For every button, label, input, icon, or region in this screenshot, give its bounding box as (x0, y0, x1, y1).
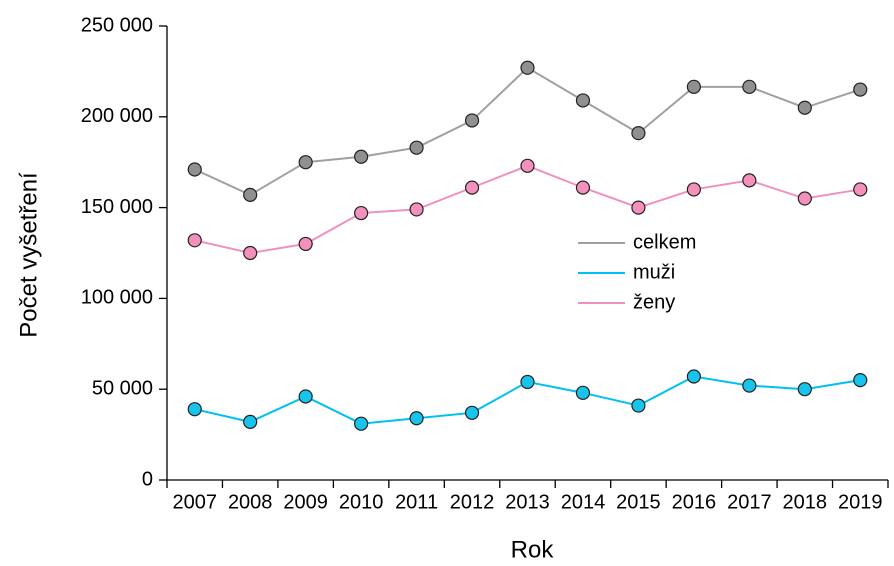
x-tick-label: 2011 (395, 491, 438, 513)
x-axis-title: Rok (511, 536, 555, 563)
data-point (742, 173, 757, 188)
data-point (742, 378, 757, 393)
data-point (520, 158, 535, 173)
data-point (575, 180, 591, 195)
data-point (520, 60, 535, 75)
data-point (409, 140, 424, 155)
x-tick-label: 2008 (228, 491, 273, 513)
data-point (853, 82, 868, 97)
data-point (464, 405, 480, 420)
y-tick-label: 0 (142, 468, 153, 490)
data-point (797, 100, 812, 115)
data-point (686, 182, 701, 197)
x-tick-label: 2009 (283, 491, 328, 513)
data-point (187, 402, 202, 417)
x-tick-label: 2018 (783, 491, 828, 513)
data-point (631, 200, 646, 215)
data-point (243, 414, 258, 429)
data-point (464, 180, 480, 195)
y-tick-label: 200 000 (81, 105, 153, 127)
data-point (742, 79, 757, 94)
data-point (464, 113, 480, 128)
data-point (631, 398, 646, 413)
data-point (853, 373, 868, 388)
legend-label: ženy (633, 291, 675, 313)
data-point (575, 93, 591, 108)
y-tick-label: 150 000 (81, 196, 153, 218)
x-tick-label: 2014 (561, 491, 606, 513)
data-point (243, 245, 258, 261)
y-tick-label: 250 000 (81, 14, 153, 36)
data-point (243, 187, 258, 202)
x-tick-label: 2016 (672, 491, 717, 513)
data-point (298, 389, 313, 404)
data-point (298, 155, 313, 170)
y-tick-label: 50 000 (92, 377, 153, 399)
x-tick-label: 2017 (727, 491, 772, 513)
data-point (187, 233, 202, 248)
data-point (409, 411, 424, 426)
data-point (187, 162, 202, 177)
legend-label: muži (633, 261, 675, 283)
x-tick-label: 2012 (450, 491, 495, 513)
data-point (686, 79, 701, 94)
x-tick-label: 2015 (616, 491, 661, 513)
data-point (631, 126, 646, 141)
x-tick-label: 2010 (339, 491, 384, 513)
data-point (575, 385, 591, 400)
data-point (797, 191, 812, 206)
x-tick-label: 2019 (838, 491, 883, 513)
y-axis-title: Počet vyšetření (15, 172, 42, 338)
series-line (194, 66, 861, 197)
data-point (354, 416, 369, 431)
y-tick-label: 100 000 (81, 287, 153, 309)
data-point (354, 149, 369, 164)
data-point (409, 202, 424, 217)
legend-label: celkem (633, 231, 696, 253)
data-point (686, 369, 701, 384)
x-tick-label: 2007 (172, 491, 217, 513)
data-point (797, 382, 812, 397)
data-point (853, 182, 868, 197)
data-point (354, 205, 369, 221)
x-tick-label: 2013 (505, 491, 550, 513)
data-point (520, 374, 535, 390)
data-point (298, 236, 313, 252)
series-line (194, 164, 861, 255)
